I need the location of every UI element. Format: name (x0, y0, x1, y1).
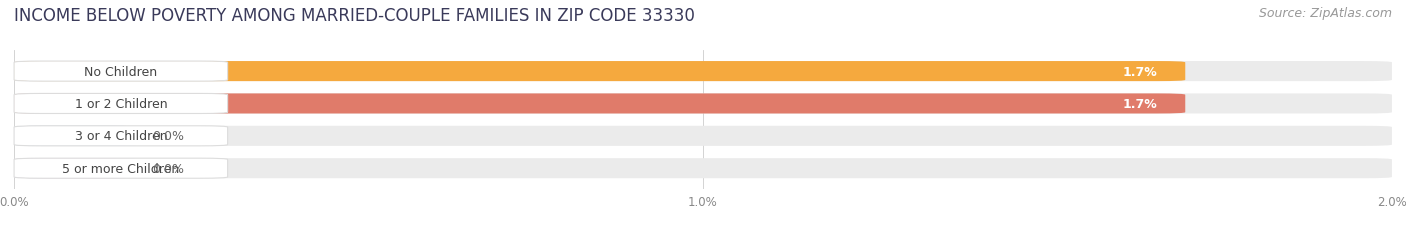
FancyBboxPatch shape (14, 126, 1392, 146)
Text: 1.7%: 1.7% (1123, 65, 1157, 78)
Text: 0.0%: 0.0% (152, 162, 184, 175)
Text: 3 or 4 Children: 3 or 4 Children (75, 130, 167, 143)
FancyBboxPatch shape (14, 158, 138, 179)
Text: 5 or more Children: 5 or more Children (62, 162, 180, 175)
Text: 1 or 2 Children: 1 or 2 Children (75, 97, 167, 110)
Text: INCOME BELOW POVERTY AMONG MARRIED-COUPLE FAMILIES IN ZIP CODE 33330: INCOME BELOW POVERTY AMONG MARRIED-COUPL… (14, 7, 695, 25)
FancyBboxPatch shape (14, 94, 228, 114)
Text: 1.7%: 1.7% (1123, 97, 1157, 110)
FancyBboxPatch shape (14, 158, 1392, 179)
FancyBboxPatch shape (14, 126, 138, 146)
FancyBboxPatch shape (14, 158, 228, 179)
FancyBboxPatch shape (14, 62, 1392, 82)
Text: Source: ZipAtlas.com: Source: ZipAtlas.com (1258, 7, 1392, 20)
FancyBboxPatch shape (14, 94, 1392, 114)
FancyBboxPatch shape (14, 62, 228, 82)
Text: No Children: No Children (84, 65, 157, 78)
FancyBboxPatch shape (14, 62, 1185, 82)
FancyBboxPatch shape (14, 94, 1185, 114)
Text: 0.0%: 0.0% (152, 130, 184, 143)
FancyBboxPatch shape (14, 126, 228, 146)
